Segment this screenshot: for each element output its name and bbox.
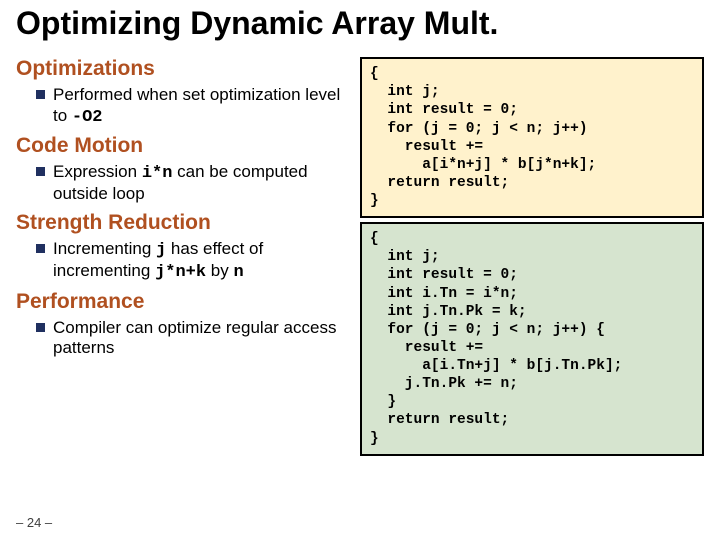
text: Compiler can optimize regular access pat…	[53, 318, 336, 357]
text: by	[206, 261, 233, 280]
bullet-row: Compiler can optimize regular access pat…	[36, 318, 346, 359]
heading-strength-reduction: Strength Reduction	[16, 211, 346, 235]
heading-performance: Performance	[16, 290, 346, 314]
code-box-bottom: { int j; int result = 0; int i.Tn = i*n;…	[360, 222, 704, 456]
heading-code-motion: Code Motion	[16, 134, 346, 158]
slide: Optimizing Dynamic Array Mult. Optimizat…	[0, 0, 720, 540]
bullet-text: Incrementing j has effect of incrementin…	[53, 239, 346, 284]
page-title: Optimizing Dynamic Array Mult.	[16, 6, 704, 41]
bullet-text: Compiler can optimize regular access pat…	[53, 318, 346, 359]
heading-optimizations: Optimizations	[16, 57, 346, 81]
bullet-row: Expression i*n can be computed outside l…	[36, 162, 346, 205]
code-inline: j*n+k	[155, 263, 206, 282]
code-inline: j	[156, 241, 166, 260]
bullet-text: Expression i*n can be computed outside l…	[53, 162, 346, 205]
code-inline: -O2	[72, 108, 103, 127]
bullet-icon	[36, 167, 45, 176]
bullet-icon	[36, 244, 45, 253]
bullet-row: Performed when set optimization level to…	[36, 85, 346, 128]
right-column: { int j; int result = 0; for (j = 0; j <…	[360, 57, 704, 456]
page-number: – 24 –	[16, 515, 52, 530]
bullet-row: Incrementing j has effect of incrementin…	[36, 239, 346, 284]
bullet-icon	[36, 323, 45, 332]
left-column: Optimizations Performed when set optimiz…	[16, 57, 346, 456]
bullet-icon	[36, 90, 45, 99]
text: Expression	[53, 162, 142, 181]
code-box-top: { int j; int result = 0; for (j = 0; j <…	[360, 57, 704, 218]
code-inline: n	[233, 263, 243, 282]
code-inline: i*n	[142, 164, 173, 183]
content-row: Optimizations Performed when set optimiz…	[16, 57, 704, 456]
bullet-text: Performed when set optimization level to…	[53, 85, 346, 128]
text: Incrementing	[53, 239, 156, 258]
